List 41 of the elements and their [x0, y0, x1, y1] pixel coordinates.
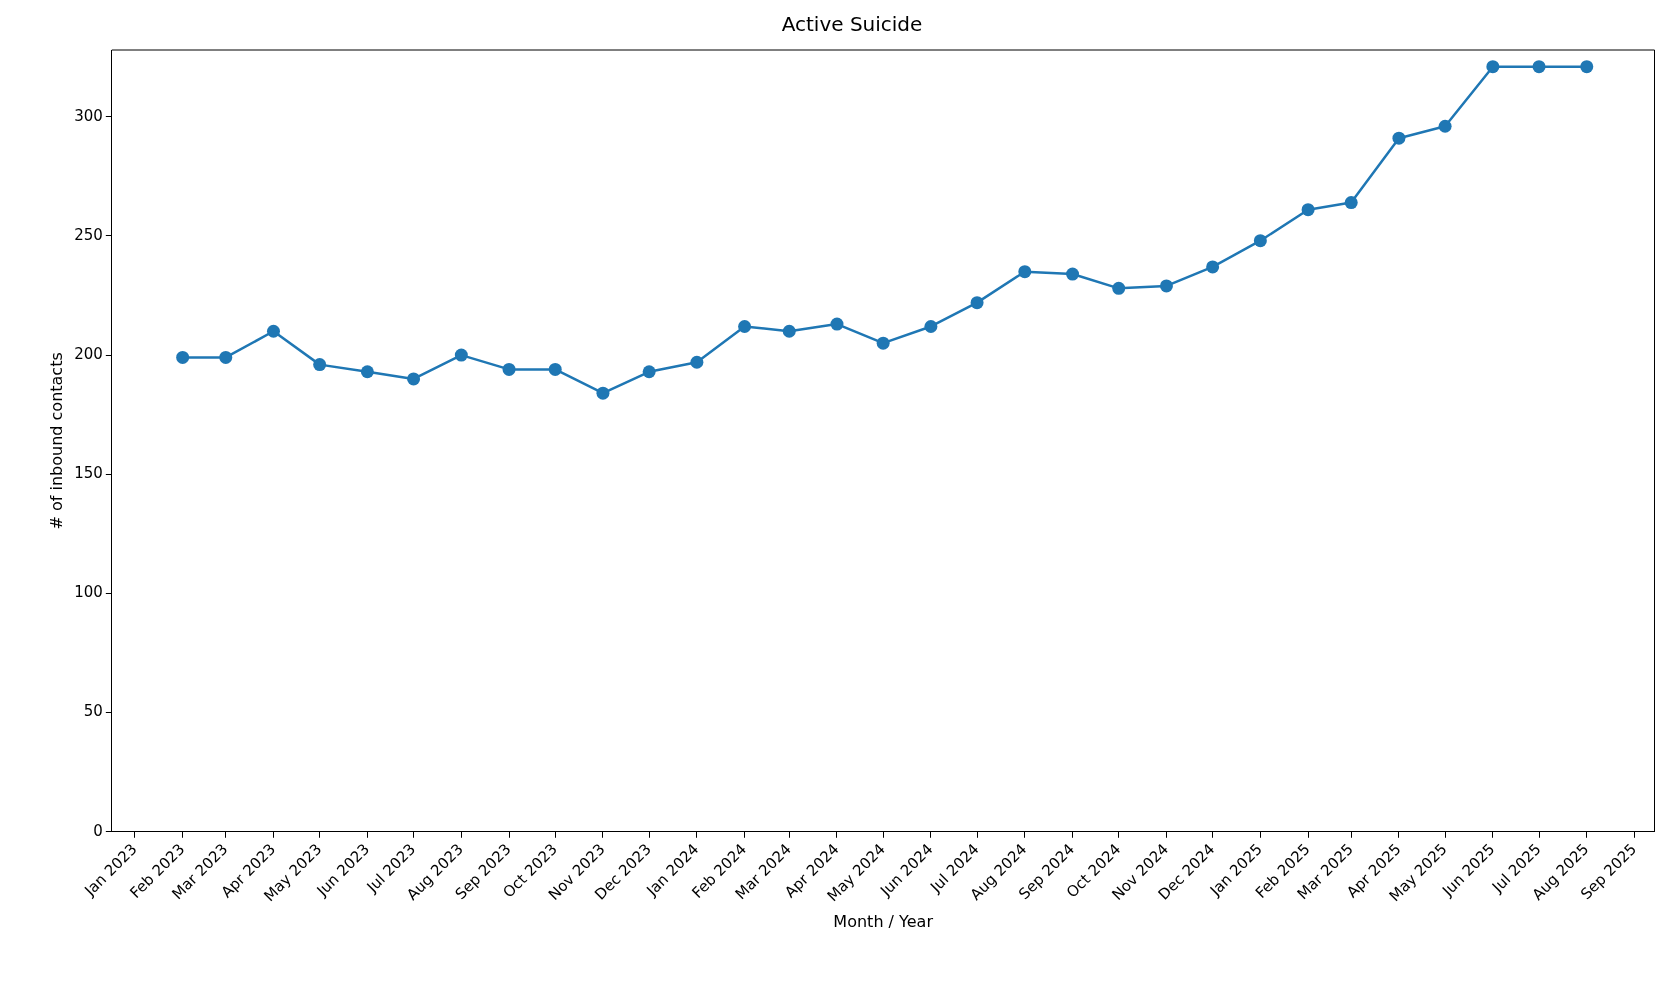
y-axis-title: # of inbound contacts [46, 352, 66, 530]
y-tick-label: 150 [74, 464, 103, 483]
y-tick-label: 250 [74, 225, 103, 244]
point [548, 362, 562, 376]
point [738, 319, 752, 333]
x-axis-title: Month / Year [833, 911, 934, 931]
point [360, 365, 374, 379]
point [219, 350, 233, 364]
point [596, 386, 610, 400]
point [454, 348, 468, 362]
y-tick-label: 50 [83, 702, 103, 721]
point [970, 296, 984, 310]
point [266, 324, 280, 338]
y-tick-label: 200 [74, 344, 103, 363]
point [1392, 131, 1406, 145]
point [830, 317, 844, 331]
point [1018, 265, 1032, 279]
point [1253, 234, 1267, 248]
point [407, 372, 421, 386]
point [1112, 281, 1126, 295]
point [502, 362, 516, 376]
point [1066, 267, 1080, 281]
point [642, 365, 656, 379]
y-tick-label: 0 [93, 821, 103, 840]
point [313, 358, 327, 372]
point [1438, 119, 1452, 133]
point [1301, 203, 1315, 217]
point [1159, 279, 1173, 293]
point [924, 319, 938, 333]
point [782, 324, 796, 338]
point [1486, 60, 1500, 74]
point [690, 355, 704, 369]
point [1206, 260, 1220, 274]
point [1344, 196, 1358, 210]
point [876, 336, 890, 350]
y-tick-label: 100 [74, 583, 103, 602]
y-tick-label: 300 [74, 106, 103, 125]
point [1532, 60, 1546, 74]
point [1580, 60, 1594, 74]
chart-title: Active Suicide [781, 12, 923, 37]
point [176, 350, 190, 364]
